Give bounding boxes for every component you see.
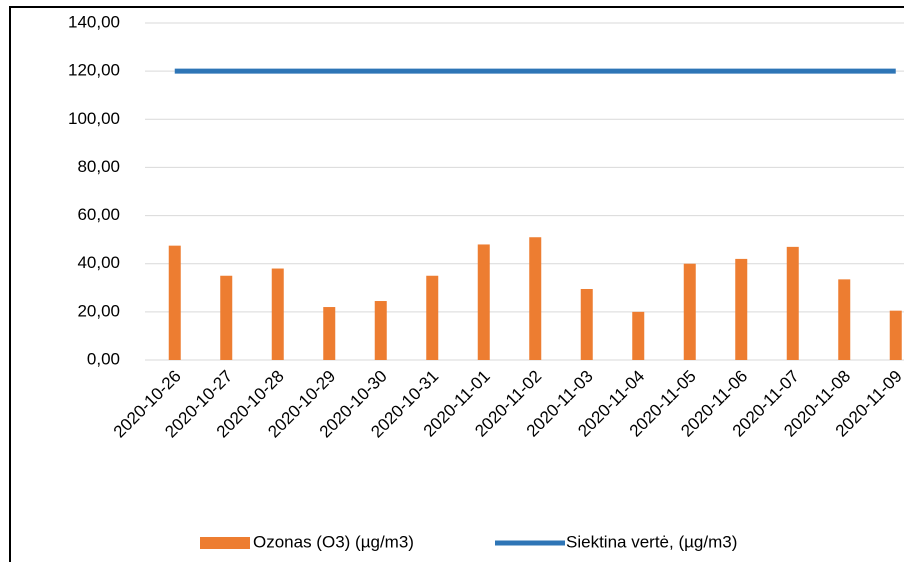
bar [271,268,284,360]
bar [632,311,645,360]
y-tick-label: 140,00 [68,12,120,31]
y-tick-label: 40,00 [77,253,120,272]
y-tick-label: 20,00 [77,301,120,320]
legend-label: Ozonas (O3) (µg/m3) [253,532,414,551]
bar [220,275,233,360]
bar [323,307,336,360]
bar [683,263,696,360]
bar [838,279,851,360]
bar [426,275,439,360]
chart-frame [9,6,904,562]
bar [529,237,542,360]
bar [889,310,902,360]
bar [374,301,387,360]
legend-label: Siektina vertė, (µg/m3) [566,532,737,551]
bar [735,258,748,360]
y-tick-label: 80,00 [77,157,120,176]
bar [786,246,799,360]
bar [477,244,490,360]
y-tick-label: 0,00 [87,349,120,368]
y-tick-label: 120,00 [68,61,120,80]
legend-swatch [200,537,250,549]
bar [168,245,181,360]
y-tick-label: 100,00 [68,109,120,128]
bar [580,288,593,360]
y-tick-label: 60,00 [77,205,120,224]
